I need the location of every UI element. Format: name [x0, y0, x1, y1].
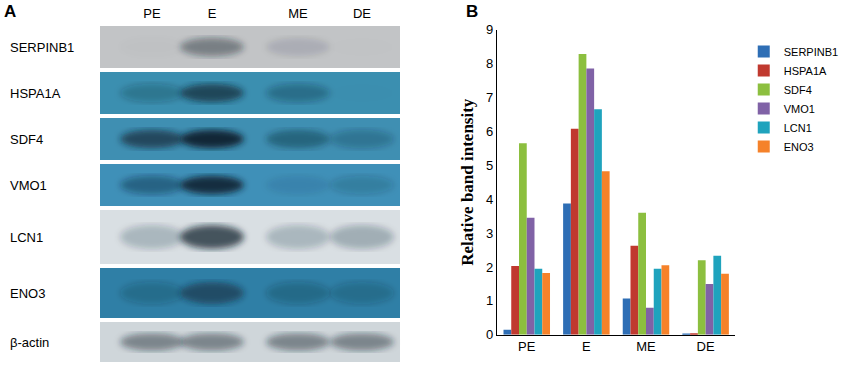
- svg-text:HSPA1A: HSPA1A: [10, 86, 61, 101]
- svg-text:SDF4: SDF4: [784, 84, 812, 96]
- svg-text:VMO1: VMO1: [784, 103, 815, 115]
- svg-text:SDF4: SDF4: [10, 132, 43, 147]
- svg-text:ENO3: ENO3: [784, 141, 814, 153]
- svg-text:HSPA1A: HSPA1A: [784, 65, 827, 77]
- svg-text:2: 2: [486, 260, 493, 275]
- svg-text:1: 1: [486, 293, 493, 308]
- svg-text:VMO1: VMO1: [10, 178, 47, 193]
- svg-text:DE: DE: [353, 6, 371, 21]
- svg-text:LCN1: LCN1: [10, 230, 43, 245]
- svg-text:Relative band intensity: Relative band intensity: [458, 98, 477, 266]
- svg-text:β-actin: β-actin: [10, 335, 49, 350]
- svg-text:ME: ME: [288, 6, 308, 21]
- svg-text:8: 8: [486, 56, 493, 71]
- svg-text:9: 9: [486, 22, 493, 37]
- svg-text:PE: PE: [143, 6, 161, 21]
- svg-text:E: E: [582, 339, 591, 354]
- svg-text:5: 5: [486, 158, 493, 173]
- svg-text:SERPINB1: SERPINB1: [10, 40, 74, 55]
- svg-text:LCN1: LCN1: [784, 122, 812, 134]
- svg-text:4: 4: [486, 192, 493, 207]
- svg-text:3: 3: [486, 226, 493, 241]
- svg-text:0: 0: [486, 327, 493, 342]
- svg-text:7: 7: [486, 90, 493, 105]
- svg-text:ENO3: ENO3: [10, 286, 45, 301]
- svg-text:E: E: [208, 6, 217, 21]
- svg-text:SERPINB1: SERPINB1: [784, 46, 838, 58]
- html-text:A: A: [4, 2, 17, 21]
- svg-text:DE: DE: [697, 339, 715, 354]
- html-text:B: B: [466, 2, 479, 21]
- svg-text:ME: ME: [636, 339, 656, 354]
- svg-text:6: 6: [486, 124, 493, 139]
- svg-text:PE: PE: [518, 339, 536, 354]
